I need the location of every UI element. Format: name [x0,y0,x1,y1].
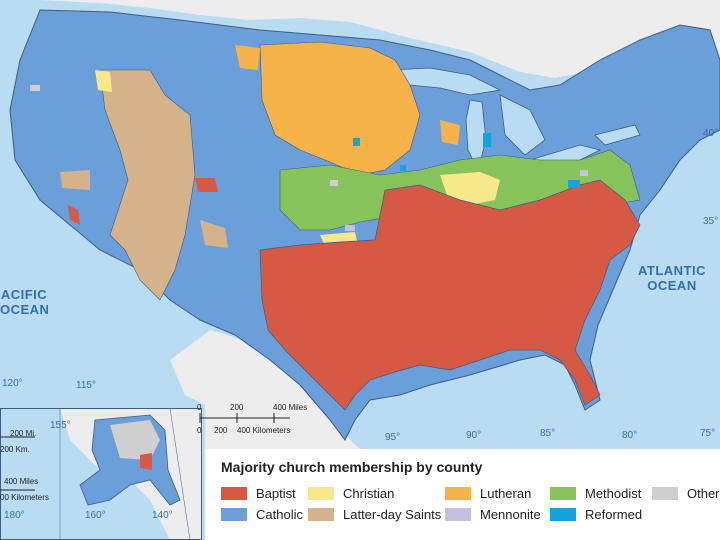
legend-item-baptist: Baptist [221,485,296,501]
alaska-other [110,420,160,460]
legend-item-other: Other [652,485,720,501]
legend-title: Majority church membership by county [221,459,483,475]
region-lutheran-3 [440,120,460,145]
region-latter-day-saints-3 [60,170,90,190]
scale-mile-200: 200 [230,403,244,412]
legend-swatch-lutheran [445,486,471,500]
region-christian-3 [95,70,112,92]
longitude-label-75: 75° [700,428,716,439]
lake-superior [388,67,502,96]
legend-item-catholic: Catholic [221,506,303,522]
mennonite-spot-1 [345,225,355,231]
longitude-label-120: 120° [2,378,23,389]
atlantic-ocean-label: ATLANTIC OCEAN [637,263,707,293]
pacific-ocean-label: ACIFIC OCEAN [0,287,50,317]
legend-label: Christian [343,485,395,501]
legend-item-latter-day-saints: Latter-day Saints [308,506,441,522]
legend-item-mennonite: Mennonite [445,506,541,522]
legend-item-methodist: Methodist [550,485,641,501]
inset-label-180: 180° [4,510,25,521]
inset-scale-miles-b: 400 Miles [4,477,39,486]
alaska-inset [0,407,202,540]
legend-swatch-reformed [550,507,576,521]
longitude-label-80: 80° [622,430,638,441]
canada-land [0,0,720,95]
region-latter-day-saints [99,69,196,301]
legend-swatch-catholic [221,507,247,521]
inset-scale-bar [0,436,35,491]
legend-label: Latter-day Saints [343,506,442,522]
reformed-spot-2 [353,138,360,146]
longitude-label-95: 95° [385,432,401,443]
latitude-label-35: 35° [703,216,719,227]
legend-label: Reformed [585,506,643,522]
legend-item-lutheran: Lutheran [445,485,531,501]
legend-label: Other [687,485,720,501]
other-spot-2 [330,180,338,186]
lake-ontario [594,124,641,146]
legend-label: Mennonite [480,506,541,522]
alaska-baptist [140,453,152,470]
scale-km-200: 200 [214,426,228,435]
region-christian [440,172,500,205]
legend-label: Methodist [585,485,642,501]
scale-km-0: 0 [197,426,202,435]
region-baptist-3 [68,205,80,225]
longitude-label-85: 85° [540,428,556,439]
lake-huron [499,94,546,156]
reformed-spot-1 [483,133,491,147]
legend-swatch-christian [308,486,334,500]
other-spot-1 [30,85,40,91]
legend-swatch-latter-day-saints [308,507,334,521]
legend-item-reformed: Reformed [550,506,642,522]
legend-swatch-other [652,486,678,500]
legend-swatch-methodist [550,486,576,500]
inset-scale-km-a: 200 Km. [0,445,30,454]
mexico-land [170,330,360,449]
scale-mile-400: 400 Miles [273,403,308,412]
longitude-label-115: 115° [76,380,96,391]
inset-label-160: 160° [85,510,106,521]
inset-label-155: 155° [50,420,71,431]
region-baptist [259,179,641,411]
legend-swatch-mennonite [445,507,471,521]
inset-label-140: 140° [152,510,173,521]
legend-item-christian: Christian [308,485,394,501]
region-latter-day-saints-2 [200,220,228,248]
region-lutheran [259,41,421,176]
scale-km-400: 400 Kilometers [237,426,291,435]
region-baptist-2 [195,178,218,192]
legend: Majority church membership by county Bap… [205,449,720,540]
region-lutheran-2 [235,45,260,70]
legend-label: Catholic [256,506,303,522]
main-scale-bar [199,413,290,423]
inset-scale-km-b: 00 Kilometers [0,493,49,502]
reformed-spot-4 [568,180,580,188]
legend-label: Baptist [256,485,296,501]
longitude-label-90: 90° [466,430,482,441]
reformed-spot-3 [400,165,406,171]
legend-label: Lutheran [480,485,532,501]
latitude-label-40: 40° [703,128,719,139]
scale-mile-0: 0 [197,403,202,412]
legend-swatch-baptist [221,486,247,500]
inset-scale-miles-a: 200 Mi. [10,429,37,438]
mennonite-spot-2 [580,170,588,176]
